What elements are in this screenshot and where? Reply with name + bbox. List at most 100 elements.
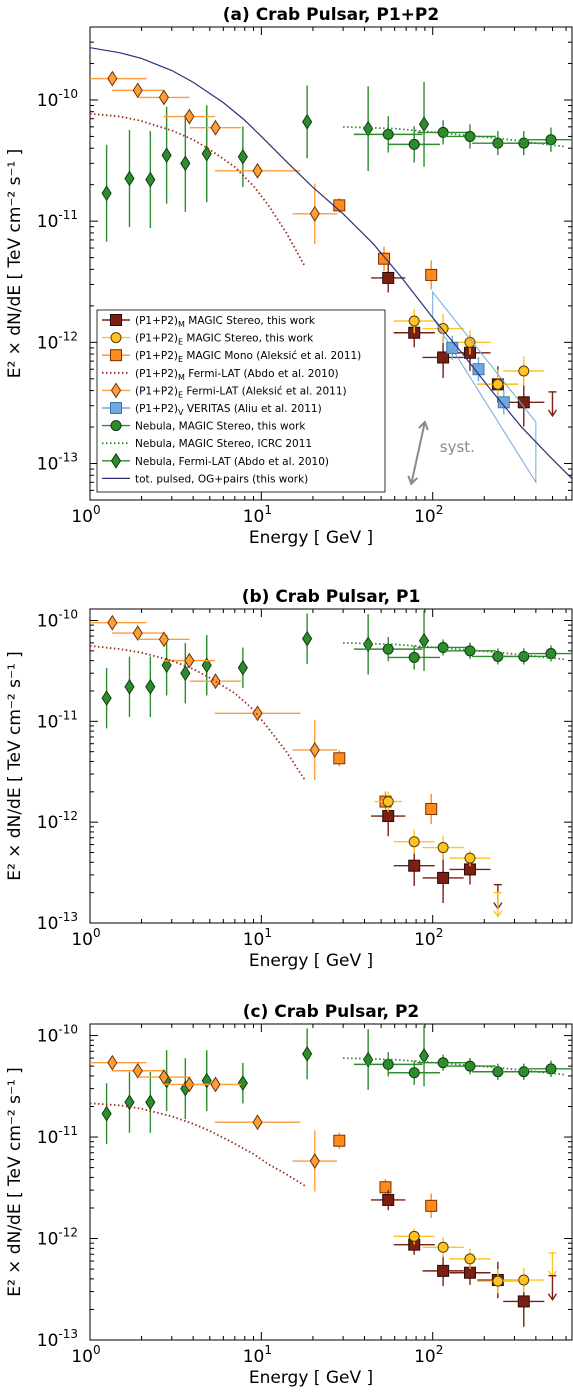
fermi_e-point <box>107 70 118 87</box>
legend-marker <box>110 452 122 469</box>
nebula_fermi-point <box>201 657 212 674</box>
x-tick-label: 102 <box>414 503 443 527</box>
legend-marker <box>110 382 122 399</box>
y-tick-exp: -12 <box>58 809 78 823</box>
y-tick-label: 10-10 <box>37 607 78 631</box>
upper-limit-arrow <box>493 910 503 918</box>
fermi_e-point <box>309 1153 320 1169</box>
nebula_magic-point <box>464 1060 476 1072</box>
fermi_e-point <box>158 89 170 106</box>
legend-label-main: (P1+P2) <box>135 333 178 345</box>
fermi_e-point <box>132 82 143 99</box>
legend-marker <box>110 332 122 344</box>
nebula_magic-point <box>545 134 557 146</box>
nebula_fermi-point <box>180 665 191 682</box>
nebula_icrc-line <box>343 125 567 148</box>
legend-label-sub: V <box>178 408 184 417</box>
plot-frame <box>89 608 573 924</box>
mono-point <box>333 1134 346 1147</box>
magic_e-point <box>437 842 449 854</box>
model-line <box>90 47 572 480</box>
nebula_magic-point <box>382 1058 394 1070</box>
x-tick-label: 102 <box>414 926 443 950</box>
x-tick-exp: 2 <box>436 926 444 940</box>
x-axis-label: Energy [ GeV ] <box>249 1368 373 1388</box>
chart-panel-2: (b) Crab Pulsar, P1 100 101 102 1 0 -13 10-12 10… <box>5 587 573 971</box>
x-tick-label: 101 <box>243 503 272 527</box>
magic_m-point <box>437 871 450 884</box>
magic_m-point <box>437 351 450 364</box>
legend-label: tot. pulsed, OG+pairs (this work) <box>135 473 308 485</box>
y-tick-label: 10-11 <box>37 208 78 232</box>
nebula_fermi-point <box>237 659 248 676</box>
x-axis-label: Energy [ GeV ] <box>249 528 373 548</box>
y-tick-exp: -10 <box>58 87 78 101</box>
syst-arrow-head <box>418 420 429 431</box>
magic_e-point <box>464 1253 476 1265</box>
nebula_fermi-point <box>145 1094 156 1111</box>
nebula_fermi-point <box>145 678 156 695</box>
plot-area <box>90 47 572 485</box>
fermi_m-line <box>90 644 306 781</box>
nebula_magic-point <box>518 137 530 149</box>
fermi_e-point <box>132 625 143 642</box>
nebula_fermi-point <box>201 1072 212 1089</box>
nebula_fermi-point <box>124 678 135 695</box>
y-tick-exp: -10 <box>58 607 78 621</box>
nebula_magic-point <box>382 128 394 140</box>
magic_m-point <box>437 1264 450 1277</box>
veritas-point <box>497 396 510 409</box>
magic_e-point <box>492 378 504 390</box>
fermi_e-point <box>158 631 170 648</box>
x-tick-label: 100 <box>71 926 100 950</box>
syst-arrow-head <box>407 475 419 486</box>
legend-label: (P1+P2)M Fermi-LAT (Abdo et al. 2010) <box>135 368 339 382</box>
legend-label-rest: MAGIC Mono (Aleksić et al. 2011) <box>183 350 361 362</box>
veritas-band <box>432 290 537 485</box>
nebula_fermi-point <box>302 630 313 647</box>
x-tick-exp: 0 <box>93 503 101 517</box>
legend-label-main: (P1+P2) <box>135 385 178 397</box>
legend-label: Nebula, MAGIC Stereo, ICRC 2011 <box>135 438 312 450</box>
mono-point <box>333 752 346 765</box>
nebula_fermi-point <box>161 657 172 674</box>
magic_e-point <box>408 1230 420 1242</box>
y-tick-label: 10-12 <box>37 329 78 353</box>
fermi_e-point <box>252 705 263 722</box>
y-tick-label: 10-11 <box>37 1124 78 1148</box>
y-axis-label: E² × dN/dE [ TeV cm⁻² s⁻¹ ] <box>5 1067 25 1297</box>
nebula_fermi-point <box>418 116 430 133</box>
plot-area <box>90 610 572 918</box>
plot-frame <box>89 1023 573 1341</box>
nebula_fermi-point <box>363 120 374 137</box>
legend-marker <box>110 402 122 414</box>
upper-limit-arrow <box>547 1293 558 1301</box>
nebula_fermi-point <box>237 148 248 165</box>
y-axis-label: E² × dN/dE [ TeV cm⁻² s⁻¹ ] <box>5 149 25 379</box>
x-tick-label: 100 <box>71 503 100 527</box>
legend-label-rest: Fermi-LAT (Abdo et al. 2010) <box>185 368 339 380</box>
nebula_magic-point <box>464 645 476 657</box>
mono-point <box>378 252 391 265</box>
x-tick-exp: 1 <box>264 503 272 517</box>
fermi_e-point <box>107 614 118 631</box>
nebula_magic-point <box>408 1067 420 1079</box>
legend-label-main: Nebula, MAGIC Stereo, this work <box>135 421 306 433</box>
magic_m-point <box>382 271 395 284</box>
plot-frame <box>89 26 573 501</box>
magic_e-point <box>408 315 420 327</box>
legend-label-sub: M <box>178 320 185 329</box>
y-tick-label: 10-12 <box>37 1226 78 1250</box>
legend-marker <box>110 314 122 326</box>
y-tick-exp: -11 <box>58 708 78 722</box>
veritas-point <box>446 341 459 354</box>
nebula_fermi-point <box>302 113 313 130</box>
legend-label-sub: E <box>178 355 183 364</box>
fermi_m-line <box>90 1102 306 1187</box>
nebula_fermi-point <box>124 170 135 187</box>
nebula_magic-point <box>464 130 476 142</box>
legend-label-sub: E <box>178 390 183 399</box>
legend-label-main: (P1+P2) <box>135 315 178 327</box>
y-tick-label: 10-10 <box>37 87 78 111</box>
